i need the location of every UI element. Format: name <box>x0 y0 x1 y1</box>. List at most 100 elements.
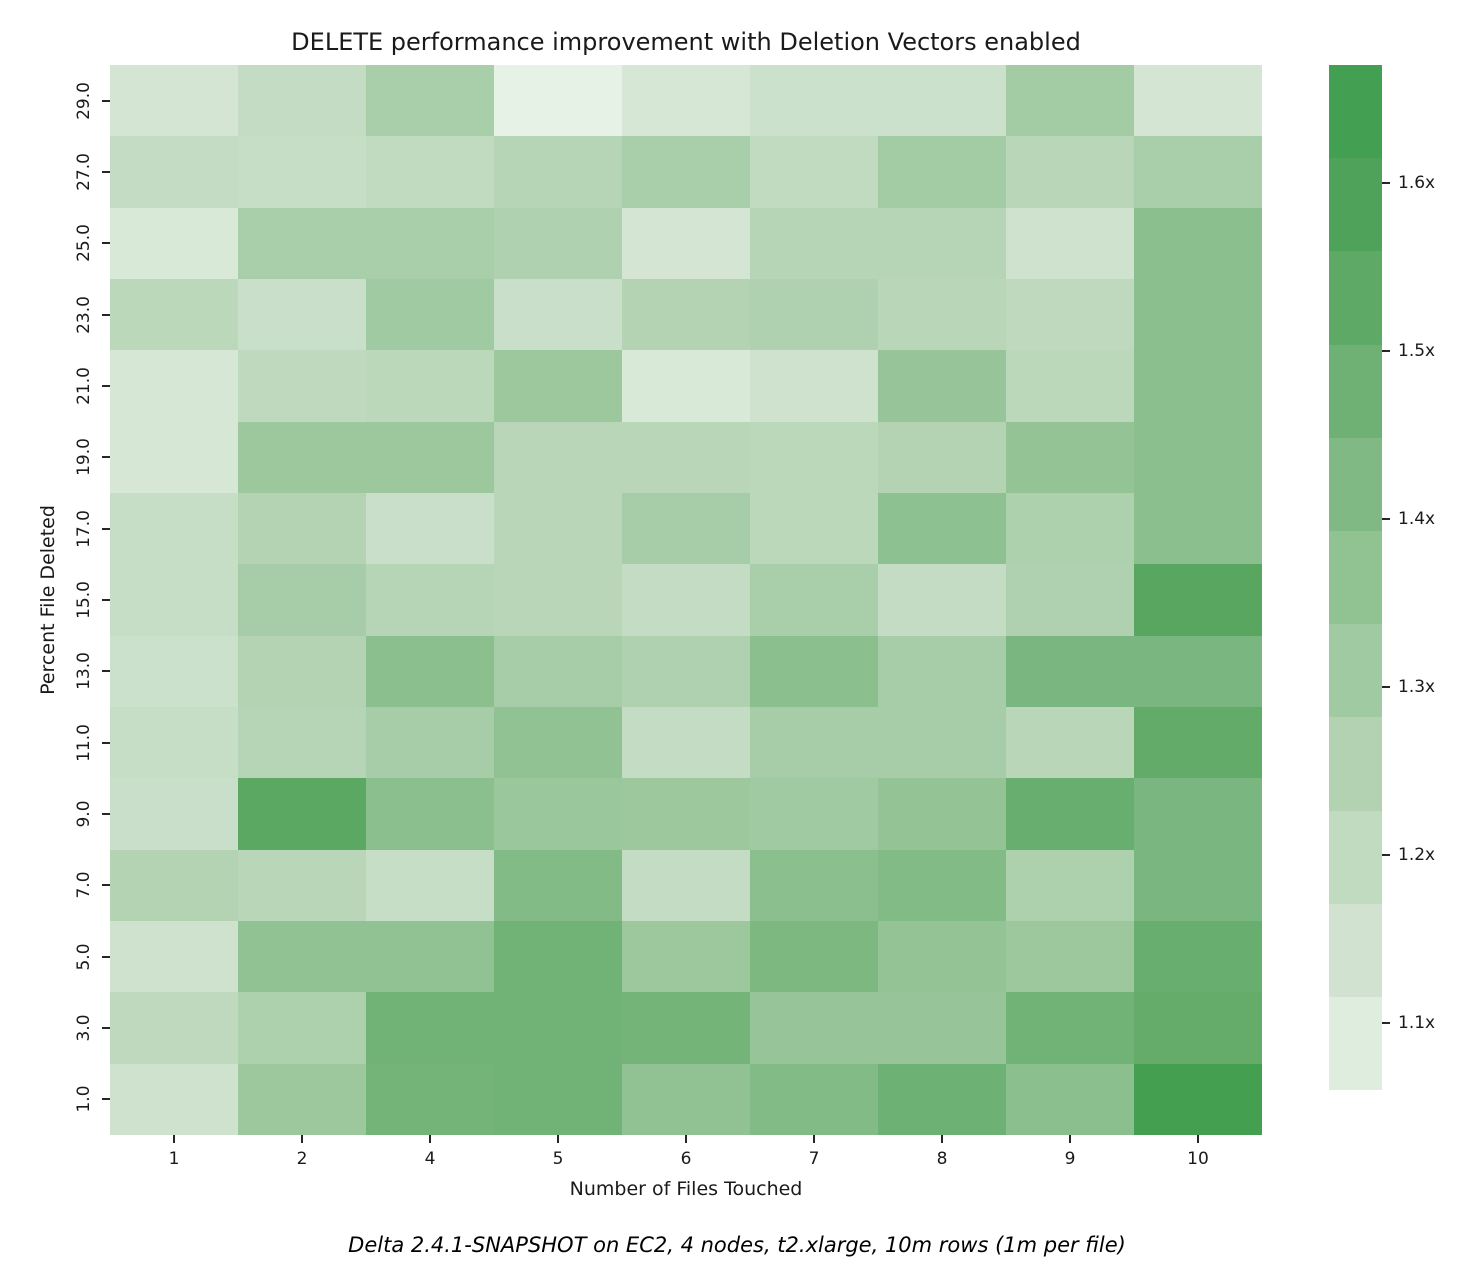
heatmap-cell <box>750 921 878 993</box>
heatmap-cell <box>878 707 1006 779</box>
y-tick-mark <box>102 1098 110 1101</box>
heatmap-cell <box>622 778 750 850</box>
colorbar-band <box>1329 437 1382 531</box>
heatmap-cell <box>622 65 750 137</box>
heatmap-cell <box>878 136 1006 208</box>
heatmap-cell <box>1134 207 1262 279</box>
y-tick-label: 13.0 <box>74 652 94 691</box>
y-tick-label: 17.0 <box>74 509 94 548</box>
heatmap-cell <box>622 421 750 493</box>
heatmap-cell <box>110 493 238 565</box>
x-tick-label: 1 <box>168 1149 180 1169</box>
heatmap-cell <box>238 136 366 208</box>
heatmap-cell <box>750 992 878 1064</box>
y-tick-label: 27.0 <box>74 153 94 191</box>
heatmap-cell <box>1134 350 1262 422</box>
heatmap-cell <box>110 136 238 208</box>
heatmap-cell <box>1134 635 1262 707</box>
heatmap-cell <box>366 136 494 208</box>
x-tick-mark <box>1069 1135 1071 1143</box>
x-tick-label: 5 <box>552 1149 564 1169</box>
y-tick-mark <box>102 385 110 387</box>
heatmap-cell <box>366 1063 494 1135</box>
heatmap-cell <box>110 350 238 422</box>
y-tick-label: 5.0 <box>74 943 94 971</box>
heatmap-cell <box>366 707 494 779</box>
heatmap-cell <box>1006 65 1134 137</box>
x-tick-label: 9 <box>1064 1149 1076 1169</box>
heatmap-cell <box>110 707 238 779</box>
y-tick-mark <box>102 527 110 530</box>
heatmap-cell <box>238 921 366 993</box>
heatmap-cell <box>238 992 366 1064</box>
x-tick-label: 2 <box>296 1149 308 1169</box>
heatmap-cell <box>1006 564 1134 636</box>
x-tick-label: 6 <box>680 1149 692 1169</box>
colorbar-band <box>1329 251 1382 345</box>
colorbar <box>1329 65 1382 1091</box>
heatmap-cell <box>494 778 622 850</box>
heatmap-cell <box>366 207 494 279</box>
heatmap-cell <box>878 350 1006 422</box>
heatmap-cell <box>1134 65 1262 137</box>
heatmap-cell <box>878 1063 1006 1135</box>
heatmap-cell <box>494 279 622 351</box>
x-tick-label: 10 <box>1187 1149 1209 1169</box>
heatmap-cell <box>1006 849 1134 921</box>
heatmap-cell <box>366 849 494 921</box>
y-tick-mark <box>102 813 110 815</box>
y-tick-label: 7.0 <box>74 871 94 899</box>
heatmap-cell <box>238 279 366 351</box>
colorbar-band <box>1329 344 1382 438</box>
heatmap-cell <box>750 564 878 636</box>
x-tick-mark <box>813 1135 815 1143</box>
heatmap-cell <box>366 493 494 565</box>
colorbar-tick-mark <box>1382 181 1390 184</box>
heatmap-cell <box>494 992 622 1064</box>
heatmap-grid <box>110 65 1262 1135</box>
heatmap-cell <box>878 279 1006 351</box>
heatmap-cell <box>878 65 1006 137</box>
heatmap-cell <box>622 350 750 422</box>
heatmap-cell <box>878 849 1006 921</box>
y-tick-mark <box>102 1027 110 1029</box>
heatmap-cell <box>366 635 494 707</box>
heatmap-cell <box>750 849 878 921</box>
heatmap-cell <box>750 778 878 850</box>
heatmap-cell <box>750 136 878 208</box>
colorbar-band <box>1329 810 1382 904</box>
heatmap-cell <box>366 421 494 493</box>
heatmap-cell <box>878 421 1006 493</box>
y-tick-mark <box>102 313 110 316</box>
heatmap-cell <box>878 493 1006 565</box>
x-tick-mark <box>557 1135 559 1143</box>
heatmap-cell <box>110 635 238 707</box>
heatmap-cell <box>750 421 878 493</box>
heatmap-cell <box>1006 635 1134 707</box>
heatmap-cell <box>366 65 494 137</box>
heatmap-cell <box>1006 1063 1134 1135</box>
heatmap-cell <box>366 564 494 636</box>
heatmap-cell <box>366 921 494 993</box>
y-tick-mark <box>102 955 110 958</box>
heatmap-cell <box>1134 849 1262 921</box>
x-axis-title: Number of Files Touched <box>569 1178 803 1200</box>
heatmap-cell <box>494 707 622 779</box>
x-tick-mark <box>301 1135 303 1143</box>
heatmap-cell <box>1006 207 1134 279</box>
x-tick-label: 8 <box>936 1149 948 1169</box>
heatmap-cell <box>366 992 494 1064</box>
x-tick-mark <box>685 1135 687 1143</box>
y-tick-mark <box>102 741 110 744</box>
heatmap-cell <box>494 350 622 422</box>
heatmap-cell <box>110 207 238 279</box>
heatmap-cell <box>878 778 1006 850</box>
heatmap-cell <box>238 421 366 493</box>
heatmap-cell <box>366 279 494 351</box>
heatmap-cell <box>750 493 878 565</box>
heatmap-cell <box>494 635 622 707</box>
heatmap-cell <box>238 65 366 137</box>
heatmap-cell <box>494 564 622 636</box>
x-tick-mark <box>941 1135 943 1143</box>
